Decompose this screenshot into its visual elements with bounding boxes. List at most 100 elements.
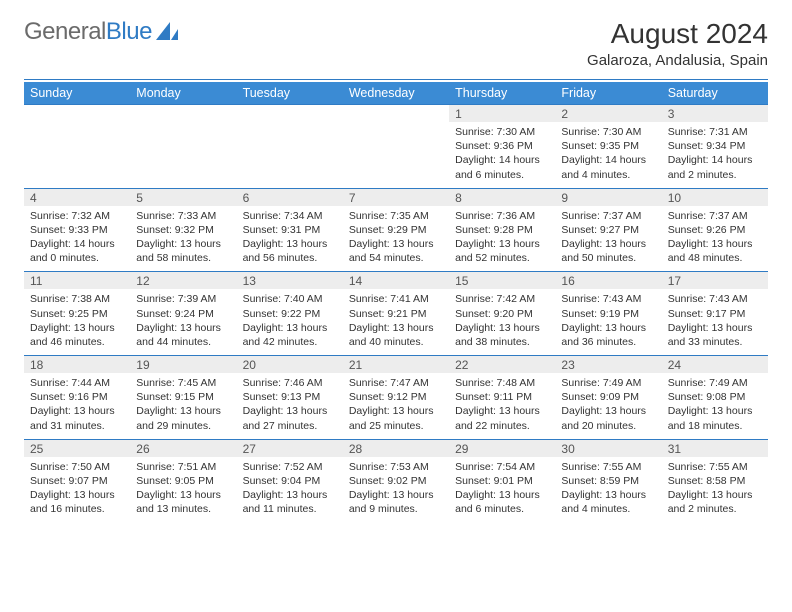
day-cell: 11Sunrise: 7:38 AMSunset: 9:25 PMDayligh…	[24, 271, 130, 355]
sunset-text: Sunset: 9:20 PM	[455, 307, 549, 321]
day-content	[343, 122, 449, 180]
sunset-text: Sunset: 9:19 PM	[561, 307, 655, 321]
day-content: Sunrise: 7:36 AMSunset: 9:28 PMDaylight:…	[449, 206, 555, 272]
sunrise-text: Sunrise: 7:55 AM	[561, 460, 655, 474]
day-number	[237, 104, 343, 122]
sunset-text: Sunset: 9:28 PM	[455, 223, 549, 237]
day-number: 16	[555, 271, 661, 289]
day-content: Sunrise: 7:38 AMSunset: 9:25 PMDaylight:…	[24, 289, 130, 355]
logo-sail-icon	[156, 22, 178, 40]
sunrise-text: Sunrise: 7:34 AM	[243, 209, 337, 223]
daylight-text: Daylight: 13 hours and 16 minutes.	[30, 488, 124, 516]
day-number	[343, 104, 449, 122]
daylight-text: Daylight: 13 hours and 50 minutes.	[561, 237, 655, 265]
day-content: Sunrise: 7:48 AMSunset: 9:11 PMDaylight:…	[449, 373, 555, 439]
day-content: Sunrise: 7:41 AMSunset: 9:21 PMDaylight:…	[343, 289, 449, 355]
sunrise-text: Sunrise: 7:48 AM	[455, 376, 549, 390]
day-content	[237, 122, 343, 180]
day-cell: 25Sunrise: 7:50 AMSunset: 9:07 PMDayligh…	[24, 439, 130, 523]
sunrise-text: Sunrise: 7:45 AM	[136, 376, 230, 390]
day-header: Thursday	[449, 82, 555, 104]
sunset-text: Sunset: 9:35 PM	[561, 139, 655, 153]
sunrise-text: Sunrise: 7:44 AM	[30, 376, 124, 390]
week-row: 18Sunrise: 7:44 AMSunset: 9:16 PMDayligh…	[24, 355, 768, 439]
day-cell: 3Sunrise: 7:31 AMSunset: 9:34 PMDaylight…	[662, 104, 768, 188]
daylight-text: Daylight: 13 hours and 58 minutes.	[136, 237, 230, 265]
sunset-text: Sunset: 8:58 PM	[668, 474, 762, 488]
day-cell: 20Sunrise: 7:46 AMSunset: 9:13 PMDayligh…	[237, 355, 343, 439]
sunrise-text: Sunrise: 7:49 AM	[668, 376, 762, 390]
day-cell: 1Sunrise: 7:30 AMSunset: 9:36 PMDaylight…	[449, 104, 555, 188]
day-cell: 19Sunrise: 7:45 AMSunset: 9:15 PMDayligh…	[130, 355, 236, 439]
day-content: Sunrise: 7:39 AMSunset: 9:24 PMDaylight:…	[130, 289, 236, 355]
sunrise-text: Sunrise: 7:42 AM	[455, 292, 549, 306]
sunset-text: Sunset: 9:34 PM	[668, 139, 762, 153]
day-content: Sunrise: 7:54 AMSunset: 9:01 PMDaylight:…	[449, 457, 555, 523]
day-cell: 15Sunrise: 7:42 AMSunset: 9:20 PMDayligh…	[449, 271, 555, 355]
day-header: Tuesday	[237, 82, 343, 104]
sunrise-text: Sunrise: 7:54 AM	[455, 460, 549, 474]
sunrise-text: Sunrise: 7:31 AM	[668, 125, 762, 139]
day-cell: 28Sunrise: 7:53 AMSunset: 9:02 PMDayligh…	[343, 439, 449, 523]
day-content: Sunrise: 7:50 AMSunset: 9:07 PMDaylight:…	[24, 457, 130, 523]
sunrise-text: Sunrise: 7:46 AM	[243, 376, 337, 390]
day-cell: 23Sunrise: 7:49 AMSunset: 9:09 PMDayligh…	[555, 355, 661, 439]
sunrise-text: Sunrise: 7:41 AM	[349, 292, 443, 306]
day-number: 23	[555, 355, 661, 373]
week-row: 11Sunrise: 7:38 AMSunset: 9:25 PMDayligh…	[24, 271, 768, 355]
calendar-table: Sunday Monday Tuesday Wednesday Thursday…	[24, 82, 768, 522]
sunset-text: Sunset: 9:21 PM	[349, 307, 443, 321]
day-number: 10	[662, 188, 768, 206]
title-block: August 2024 Galaroza, Andalusia, Spain	[587, 18, 768, 69]
day-number	[24, 104, 130, 122]
day-number: 20	[237, 355, 343, 373]
daylight-text: Daylight: 13 hours and 54 minutes.	[349, 237, 443, 265]
sunset-text: Sunset: 9:13 PM	[243, 390, 337, 404]
day-content: Sunrise: 7:30 AMSunset: 9:35 PMDaylight:…	[555, 122, 661, 188]
day-cell: 17Sunrise: 7:43 AMSunset: 9:17 PMDayligh…	[662, 271, 768, 355]
day-content: Sunrise: 7:34 AMSunset: 9:31 PMDaylight:…	[237, 206, 343, 272]
day-cell: 14Sunrise: 7:41 AMSunset: 9:21 PMDayligh…	[343, 271, 449, 355]
day-cell: 30Sunrise: 7:55 AMSunset: 8:59 PMDayligh…	[555, 439, 661, 523]
daylight-text: Daylight: 14 hours and 2 minutes.	[668, 153, 762, 181]
sunset-text: Sunset: 9:24 PM	[136, 307, 230, 321]
sunrise-text: Sunrise: 7:50 AM	[30, 460, 124, 474]
sunset-text: Sunset: 9:02 PM	[349, 474, 443, 488]
sunset-text: Sunset: 8:59 PM	[561, 474, 655, 488]
day-content: Sunrise: 7:49 AMSunset: 9:09 PMDaylight:…	[555, 373, 661, 439]
sunrise-text: Sunrise: 7:47 AM	[349, 376, 443, 390]
sunrise-text: Sunrise: 7:35 AM	[349, 209, 443, 223]
day-header: Monday	[130, 82, 236, 104]
day-content: Sunrise: 7:31 AMSunset: 9:34 PMDaylight:…	[662, 122, 768, 188]
day-content: Sunrise: 7:30 AMSunset: 9:36 PMDaylight:…	[449, 122, 555, 188]
sunrise-text: Sunrise: 7:37 AM	[561, 209, 655, 223]
day-cell	[237, 104, 343, 188]
sunset-text: Sunset: 9:25 PM	[30, 307, 124, 321]
day-number: 31	[662, 439, 768, 457]
sunrise-text: Sunrise: 7:49 AM	[561, 376, 655, 390]
month-title: August 2024	[587, 18, 768, 50]
day-number: 30	[555, 439, 661, 457]
day-cell: 22Sunrise: 7:48 AMSunset: 9:11 PMDayligh…	[449, 355, 555, 439]
day-number: 15	[449, 271, 555, 289]
day-number: 1	[449, 104, 555, 122]
day-header: Sunday	[24, 82, 130, 104]
sunrise-text: Sunrise: 7:51 AM	[136, 460, 230, 474]
day-cell: 21Sunrise: 7:47 AMSunset: 9:12 PMDayligh…	[343, 355, 449, 439]
day-content: Sunrise: 7:49 AMSunset: 9:08 PMDaylight:…	[662, 373, 768, 439]
sunrise-text: Sunrise: 7:38 AM	[30, 292, 124, 306]
day-cell: 16Sunrise: 7:43 AMSunset: 9:19 PMDayligh…	[555, 271, 661, 355]
day-cell	[130, 104, 236, 188]
day-cell: 13Sunrise: 7:40 AMSunset: 9:22 PMDayligh…	[237, 271, 343, 355]
day-cell: 27Sunrise: 7:52 AMSunset: 9:04 PMDayligh…	[237, 439, 343, 523]
sunset-text: Sunset: 9:07 PM	[30, 474, 124, 488]
day-content	[130, 122, 236, 180]
day-content: Sunrise: 7:47 AMSunset: 9:12 PMDaylight:…	[343, 373, 449, 439]
daylight-text: Daylight: 13 hours and 40 minutes.	[349, 321, 443, 349]
day-cell: 31Sunrise: 7:55 AMSunset: 8:58 PMDayligh…	[662, 439, 768, 523]
day-content: Sunrise: 7:33 AMSunset: 9:32 PMDaylight:…	[130, 206, 236, 272]
day-content: Sunrise: 7:43 AMSunset: 9:19 PMDaylight:…	[555, 289, 661, 355]
sunset-text: Sunset: 9:08 PM	[668, 390, 762, 404]
day-number: 27	[237, 439, 343, 457]
daylight-text: Daylight: 13 hours and 46 minutes.	[30, 321, 124, 349]
